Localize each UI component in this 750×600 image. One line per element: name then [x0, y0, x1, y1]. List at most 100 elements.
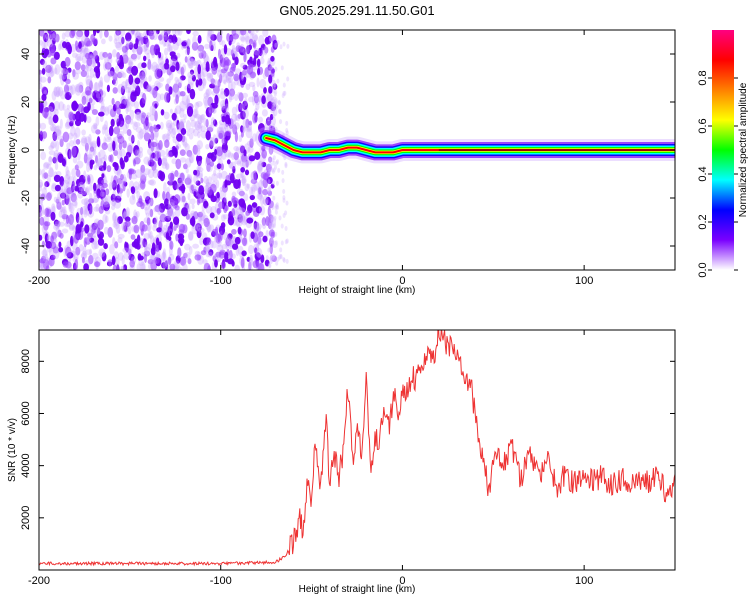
noise-speck	[56, 90, 60, 98]
noise-speck	[224, 98, 229, 109]
noise-speck	[112, 221, 117, 228]
noise-speck	[225, 236, 232, 247]
noise-speck	[54, 128, 62, 137]
noise-speck	[192, 35, 197, 47]
noise-speck	[231, 191, 237, 198]
noise-speck	[136, 263, 141, 270]
noise-speck	[213, 85, 220, 94]
noise-speck	[274, 66, 278, 72]
noise-speck	[91, 231, 97, 238]
noise-speck	[56, 130, 62, 137]
noise-speck	[203, 175, 209, 184]
noise-speck	[176, 124, 182, 134]
noise-speck	[276, 78, 280, 84]
noise-speck	[72, 69, 76, 78]
noise-speck	[168, 45, 174, 53]
noise-speck	[183, 113, 187, 120]
noise-speck	[217, 233, 221, 243]
noise-speck	[148, 75, 152, 82]
noise-speck	[143, 173, 148, 179]
noise-speck	[190, 210, 196, 216]
noise-speck	[70, 192, 77, 203]
noise-speck	[181, 207, 188, 217]
noise-speck	[62, 179, 70, 189]
noise-speck	[254, 94, 259, 104]
colorbar-gradient	[712, 30, 734, 270]
noise-speck	[271, 240, 278, 248]
noise-speck	[196, 220, 203, 227]
noise-speck	[223, 187, 227, 198]
noise-speck	[144, 49, 151, 55]
noise-speck	[240, 30, 247, 36]
noise-speck	[209, 136, 215, 146]
noise-speck	[136, 30, 141, 39]
noise-speck	[104, 30, 109, 38]
noise-speck	[175, 140, 180, 146]
noise-speck	[191, 203, 195, 210]
noise-speck	[131, 215, 138, 225]
noise-speck	[39, 58, 45, 65]
noise-speck	[191, 74, 196, 82]
noise-speck	[257, 235, 262, 245]
noise-speck	[152, 261, 157, 270]
noise-speck	[76, 56, 84, 62]
noise-speck	[273, 215, 277, 221]
noise-speck	[207, 265, 211, 270]
noise-speck	[195, 147, 201, 156]
noise-speck	[124, 216, 131, 222]
noise-speck	[72, 156, 78, 164]
noise-speck	[88, 192, 93, 203]
noise-speck	[89, 159, 94, 170]
noise-speck	[204, 244, 210, 253]
noise-speck	[275, 260, 279, 266]
noise-speck	[153, 166, 157, 174]
noise-speck	[85, 79, 92, 87]
noise-speck	[96, 136, 101, 148]
noise-speck	[270, 201, 275, 211]
noise-speck	[179, 192, 186, 203]
noise-speck	[187, 258, 192, 265]
noise-speck	[238, 92, 244, 102]
noise-speck	[61, 158, 66, 167]
noise-speck	[84, 30, 90, 38]
noise-speck	[282, 41, 286, 47]
noise-speck	[271, 125, 275, 131]
noise-speck	[114, 215, 119, 226]
noise-speck	[203, 185, 210, 194]
noise-speck	[165, 83, 170, 92]
noise-speck	[173, 194, 181, 204]
noise-speck	[128, 134, 135, 142]
noise-speck	[249, 194, 255, 201]
noise-speck	[146, 217, 151, 226]
noise-speck	[251, 202, 258, 208]
noise-speck	[265, 255, 269, 261]
noise-speck	[131, 241, 138, 248]
noise-speck	[274, 240, 278, 246]
noise-speck	[39, 203, 45, 214]
noise-speck	[279, 119, 283, 125]
noise-speck	[220, 163, 224, 171]
noise-speck	[72, 182, 76, 190]
noise-speck	[234, 158, 242, 165]
noise-speck	[155, 93, 162, 102]
noise-speck	[68, 214, 74, 225]
noise-speck	[236, 173, 243, 179]
noise-speck	[39, 82, 43, 90]
noise-speck	[83, 170, 87, 180]
noise-speck	[110, 118, 115, 127]
noise-speck	[127, 96, 131, 107]
noise-speck	[116, 107, 121, 115]
noise-speck	[269, 237, 274, 247]
noise-speck	[112, 72, 118, 82]
noise-speck	[177, 121, 185, 129]
noise-speck	[101, 191, 107, 198]
noise-speck	[197, 46, 204, 56]
noise-speck	[53, 174, 61, 183]
noise-speck	[99, 30, 103, 39]
noise-speck	[103, 74, 111, 83]
noise-speck	[225, 75, 230, 83]
noise-speck	[104, 126, 109, 137]
noise-speck	[194, 113, 201, 119]
noise-speck	[203, 200, 209, 209]
noise-speck	[160, 30, 168, 37]
